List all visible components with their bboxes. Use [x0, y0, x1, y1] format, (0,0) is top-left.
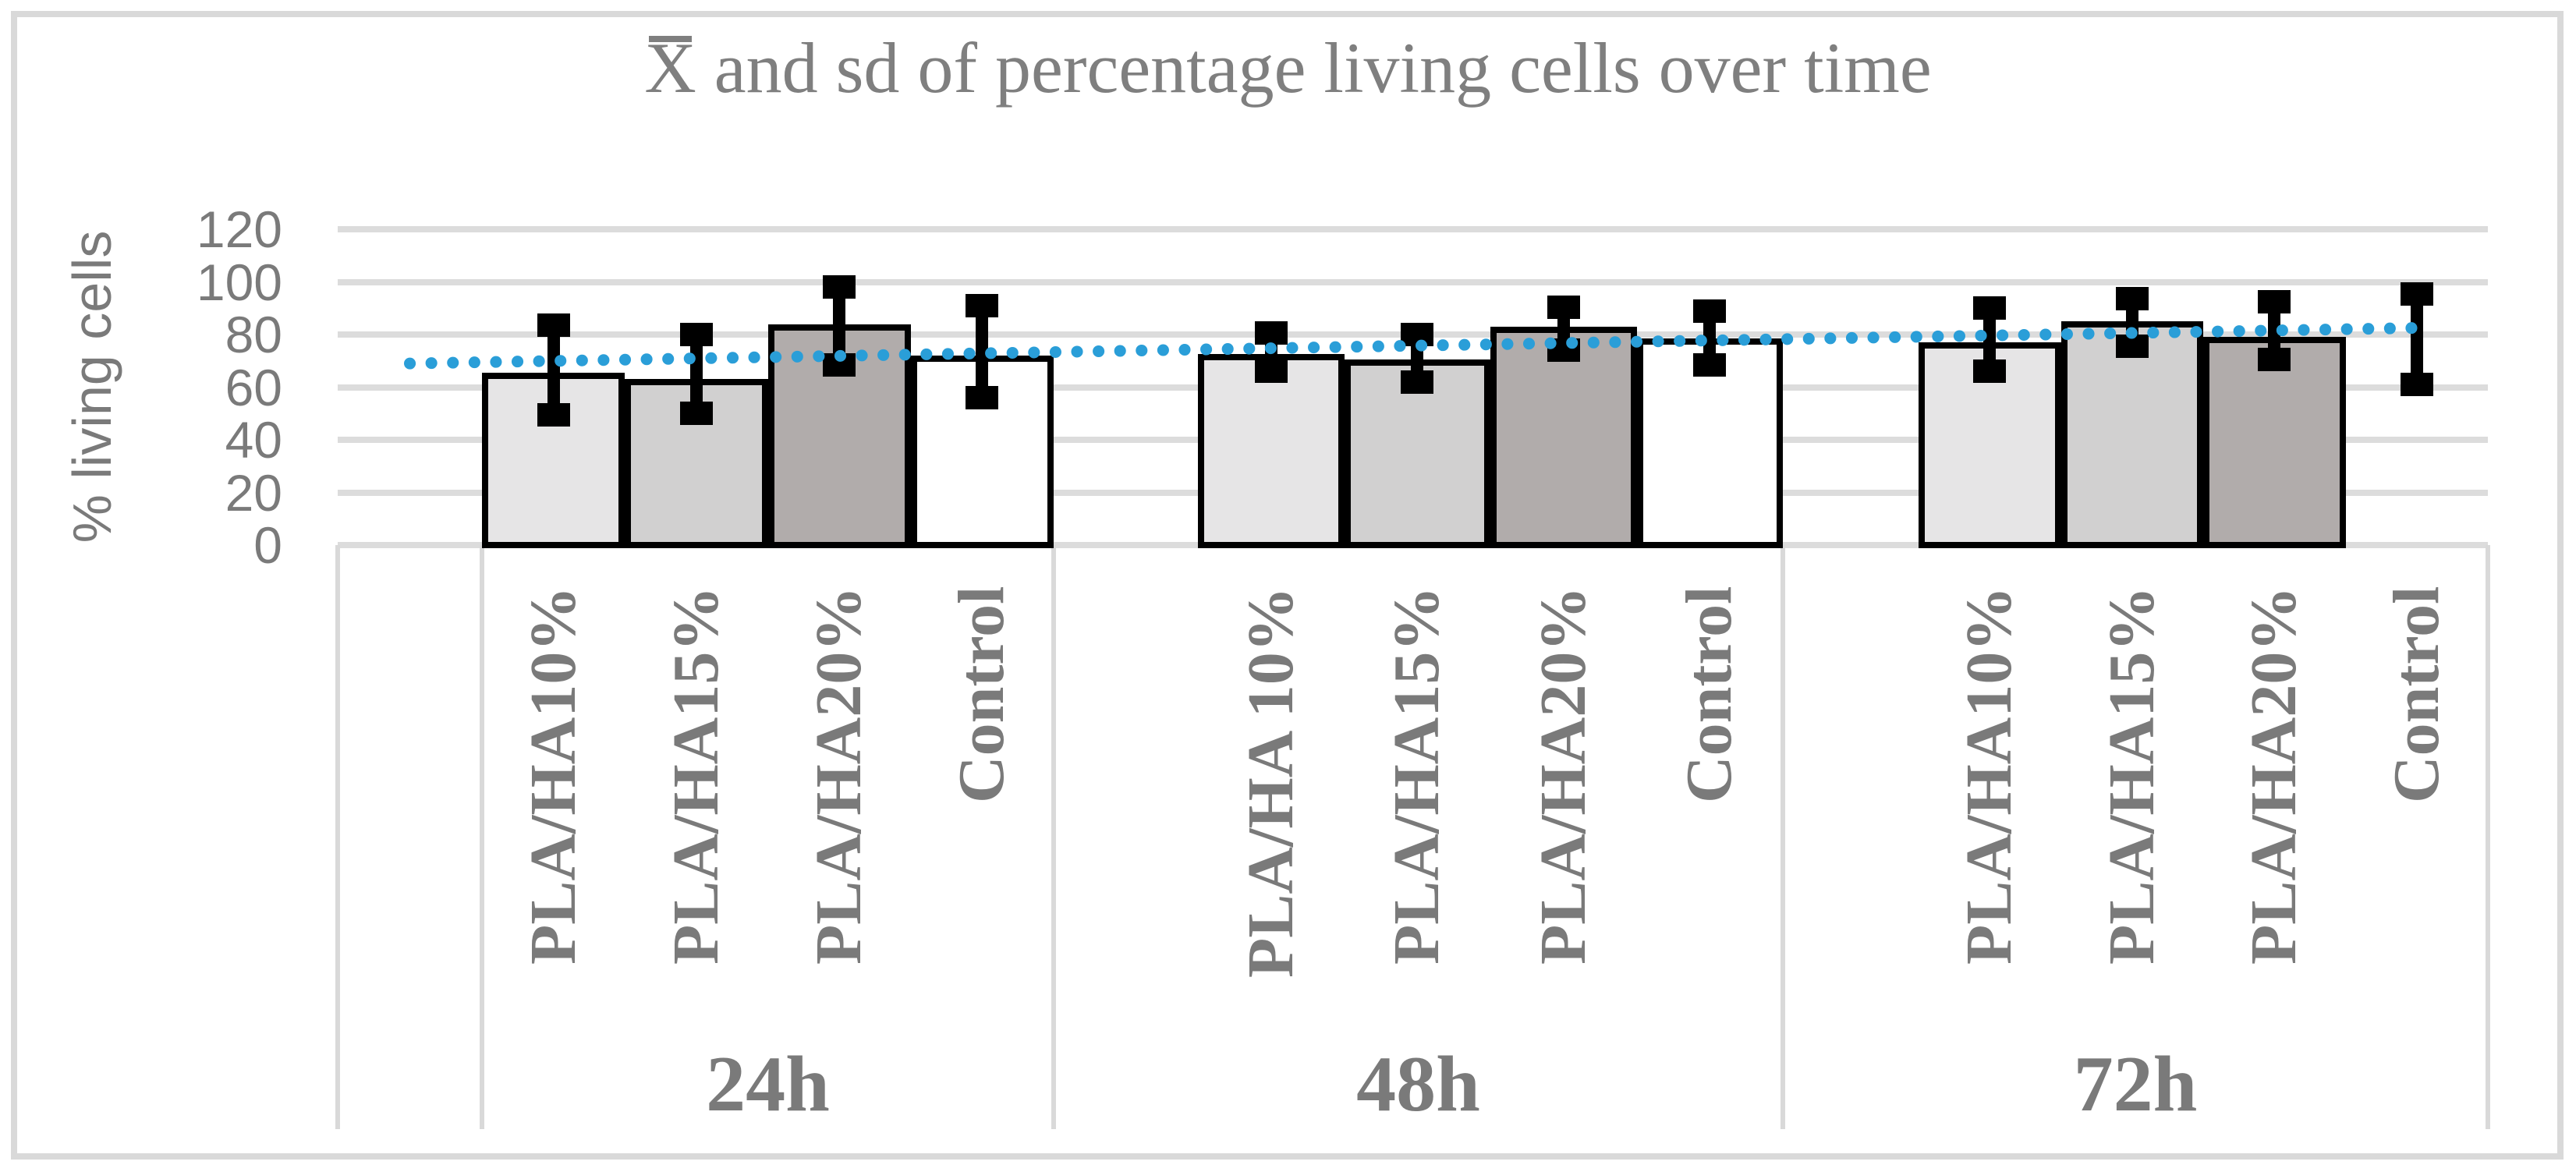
bar-48h-control — [1636, 338, 1783, 548]
group-label-72h: 72h — [2073, 1039, 2198, 1128]
error-bar-cap-top-72h-plaha20 — [2258, 289, 2291, 313]
category-separator-1 — [480, 545, 484, 1129]
error-bar-cap-top-24h-plaha15 — [679, 323, 713, 346]
error-bar-cap-top-48h-plaha10 — [1254, 321, 1288, 345]
error-bar-cap-top-72h-control — [2400, 281, 2433, 306]
error-bar-cap-bottom-72h-control — [2400, 373, 2433, 397]
y-tick-label-0: 0 — [253, 516, 282, 574]
y-tick-label-100: 100 — [196, 253, 282, 311]
gridline-100 — [338, 278, 2488, 285]
chart-outer-border — [11, 11, 2564, 1160]
group-label-48h: 48h — [1356, 1039, 1480, 1128]
error-bar-cap-top-24h-control — [966, 293, 999, 317]
error-bar-cap-bottom-24h-plaha15 — [679, 402, 713, 426]
y-tick-label-120: 120 — [196, 200, 282, 258]
error-bar-cap-top-48h-plaha20 — [1547, 295, 1580, 319]
error-bar-cap-bottom-48h-plaha10 — [1254, 359, 1288, 384]
error-bar-cap-top-72h-plaha10 — [1973, 296, 2007, 320]
error-bar-stem-72h-plaha10 — [1983, 308, 1997, 372]
category-separator-2 — [1051, 545, 1056, 1129]
error-bar-stem-72h-control — [2410, 293, 2423, 385]
category-separator-3 — [1781, 545, 1785, 1129]
group-label-24h: 24h — [706, 1039, 830, 1128]
bar-72h-plaha15 — [2060, 321, 2203, 548]
gridline-120 — [338, 226, 2488, 232]
chart-title: X and sd of percentage living cells over… — [0, 27, 2576, 109]
error-bar-stem-48h-control — [1703, 310, 1717, 365]
error-bar-cap-bottom-72h-plaha20 — [2258, 348, 2291, 372]
error-bar-cap-top-48h-control — [1693, 299, 1727, 323]
category-separator-0 — [335, 545, 340, 1129]
error-bar-cap-bottom-48h-control — [1693, 352, 1727, 377]
bar-48h-plaha10 — [1198, 354, 1345, 548]
y-tick-label-40: 40 — [225, 411, 282, 469]
bar-72h-plaha20 — [2203, 337, 2346, 548]
error-bar-stem-72h-plaha20 — [2268, 301, 2281, 360]
y-tick-label-80: 80 — [225, 306, 282, 363]
error-bar-stem-24h-plaha20 — [833, 287, 846, 365]
chart-title-text: and sd of percentage living cells over t… — [696, 28, 1932, 108]
error-bar-cap-top-24h-plaha10 — [537, 313, 570, 338]
mean-symbol-with-overbar: X — [644, 27, 696, 109]
error-bar-cap-bottom-72h-plaha10 — [1973, 359, 2007, 384]
error-bar-cap-bottom-24h-plaha10 — [537, 402, 570, 427]
error-bar-cap-top-24h-plaha20 — [823, 275, 856, 299]
error-bar-cap-bottom-24h-control — [966, 386, 999, 409]
error-bar-stem-24h-control — [976, 305, 989, 398]
y-tick-label-20: 20 — [225, 463, 282, 522]
trendline — [404, 322, 2423, 370]
category-separator-4 — [2486, 545, 2490, 1129]
y-tick-label-60: 60 — [225, 358, 282, 416]
error-bar-cap-top-72h-plaha15 — [2115, 287, 2149, 311]
error-bar-cap-bottom-48h-plaha15 — [1401, 370, 1434, 394]
error-bar-stem-24h-plaha10 — [547, 325, 560, 415]
